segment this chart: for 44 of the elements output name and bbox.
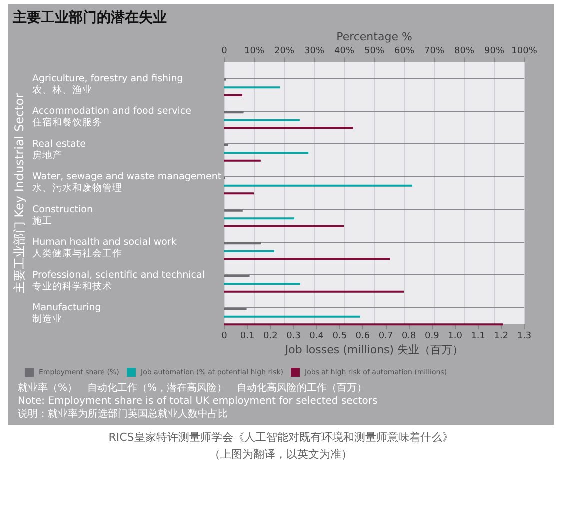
x2-tick-label: 90% [484, 46, 505, 56]
x2-tick-label: 80% [454, 46, 475, 56]
y-tick-label: Agriculture, forestry and fishing 农、林、渔业 [32, 73, 184, 96]
x-tick-label: 1.3 [517, 332, 532, 342]
x-tick-label: 0.7 [378, 332, 394, 342]
x-tick-label: 0.9 [425, 332, 440, 342]
text: 自动化高风险的工作（百万） [237, 382, 368, 395]
text: 说明：就业率为所选部门英国总就业人数中占比 [18, 408, 228, 421]
y-tick-label: Water, sewage and waste management 水、污水和废物管理 [32, 172, 222, 194]
x2-tick-label: 20% [274, 46, 295, 56]
x-tick-label: 0.5 [332, 332, 348, 342]
x2-axis-title: Percentage % [336, 30, 412, 44]
x2-tick-label: 60% [394, 46, 415, 56]
text: 主要工业部门的潜在失业 [12, 9, 167, 26]
y-tick-label: Professional, scientific and technical 专业的科学和技术 [32, 270, 205, 292]
y-tick-label: Accommodation and food service 住宿和餐饮服务 [32, 106, 192, 129]
x2-tick-label: 40% [334, 46, 355, 56]
text: （上图为翻译，以英文为准） [208, 447, 354, 463]
x-tick-label: 1.0 [448, 332, 463, 342]
x-tick-label: 0.6 [356, 332, 370, 342]
x-tick-label: 0.1 [240, 332, 255, 342]
y-tick-label: Real estate 房地产 [32, 138, 86, 162]
x2-tick-label: 0 [222, 46, 228, 56]
text: Note: Employment share is of total UK employment for selected sectors [18, 395, 378, 408]
x2-tick-label: 50% [364, 46, 385, 56]
x2-tick-label: 30% [304, 46, 325, 56]
x-tick-label: 0.2 [263, 332, 278, 342]
x2-tick-label: 70% [424, 46, 445, 56]
y-tick-label: Human health and social work 人类健康与社会工作 [32, 237, 178, 260]
x-tick-label: 1.1 [471, 332, 486, 342]
x-tick-label: 0.8 [402, 332, 417, 342]
x-tick-label: 1.2 [494, 332, 509, 342]
x-tick-label: 0.4 [310, 332, 324, 342]
text: RICS皇家特许测量师学会《人工智能对既有环境和测量师意味着什么》 [108, 430, 454, 446]
x-tick-label: 0 [222, 332, 228, 342]
x-axis-title: Job losses (millions) 失业（百万） [284, 344, 464, 356]
x-tick-label: 0.3 [286, 332, 301, 342]
y-tick-label: Manufacturing 制造业 [32, 302, 102, 326]
x2-tick-label: 10% [244, 46, 265, 56]
y-axis-title: 主要工业部门 Key Industrial Sector [12, 93, 26, 294]
x2-tick-label: 100% [512, 46, 538, 56]
text: 就业率（%） [18, 382, 78, 395]
y-tick-label: Construction 施工 [32, 204, 93, 227]
text: 自动化工作（%，潜在高风险） [88, 382, 228, 395]
